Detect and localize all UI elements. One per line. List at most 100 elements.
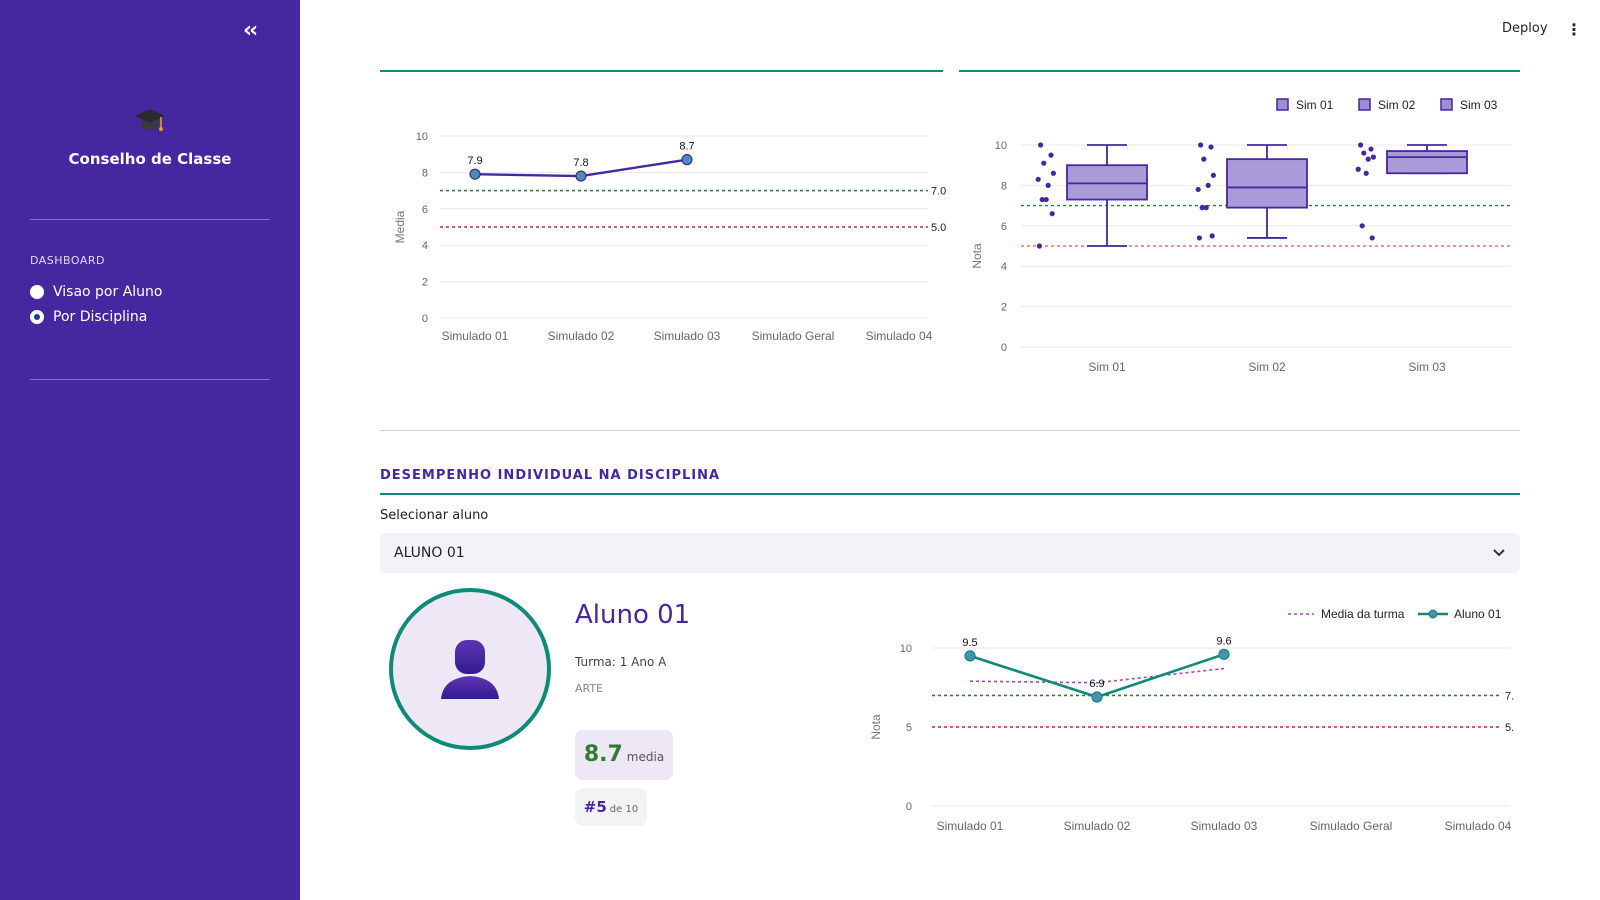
sidebar-divider xyxy=(30,379,270,380)
sidebar: ‹‹ Conselho de Classe DASHBOARD Visao po… xyxy=(0,0,300,900)
legend-label: Sim 03 xyxy=(1460,98,1498,112)
outlier-point xyxy=(1370,154,1376,160)
chart-divider xyxy=(959,70,1520,72)
y-tick-label: 0 xyxy=(422,313,428,325)
app-title: Conselho de Classe xyxy=(68,150,232,168)
outlier-point xyxy=(1049,211,1055,217)
avatar xyxy=(389,588,551,750)
threshold-label: 7.0 xyxy=(931,186,946,198)
threshold-label: 5. xyxy=(1505,722,1514,734)
outlier-point xyxy=(1039,196,1045,203)
data-point xyxy=(469,168,481,180)
outlier-point xyxy=(1209,233,1215,239)
rank-value: #5 xyxy=(583,798,607,816)
outlier-point xyxy=(1050,170,1056,176)
x-tick-label: Simulado 01 xyxy=(442,329,509,343)
outlier-point xyxy=(1203,205,1209,211)
outlier-point xyxy=(1041,160,1047,166)
x-tick-label: Simulado 04 xyxy=(866,329,933,343)
x-tick-label: Simulado 02 xyxy=(1064,819,1131,833)
radio-por-disciplina[interactable]: Por Disciplina xyxy=(30,309,147,325)
y-axis-label: Media xyxy=(393,210,407,243)
chevron-down-icon xyxy=(1493,549,1505,557)
y-tick-label: 2 xyxy=(1001,302,1007,314)
y-tick-label: 0 xyxy=(906,801,912,813)
data-label: 6.9 xyxy=(1089,678,1104,690)
outlier-point xyxy=(1035,176,1041,182)
legend-label: Sim 02 xyxy=(1378,98,1416,112)
y-tick-label: 10 xyxy=(995,140,1007,152)
box xyxy=(1386,150,1468,175)
outlier-point xyxy=(1365,156,1371,162)
main-menu-icon[interactable]: ⋮ xyxy=(1566,20,1582,39)
y-axis-label: Nota xyxy=(970,243,984,269)
outlier-point xyxy=(1359,223,1365,229)
legend-swatch xyxy=(1440,98,1453,111)
y-axis-label: Nota xyxy=(870,714,883,740)
student-line-chart: 0 5 10 Nota 7. 5. Simulado 01 Simulado 02 Simula… xyxy=(870,607,1514,833)
legend-label: Sim 01 xyxy=(1296,98,1334,112)
outlier-point xyxy=(1196,235,1202,241)
threshold-label: 7. xyxy=(1505,690,1514,702)
radio-label: Visao por Aluno xyxy=(53,284,163,300)
legend-swatch xyxy=(1276,98,1289,111)
select-student-label: Selecionar aluno xyxy=(380,508,489,523)
x-tick-label: Simulado 03 xyxy=(654,329,721,343)
outlier-point xyxy=(1199,205,1205,211)
student-subject: ARTE xyxy=(575,682,604,695)
data-point xyxy=(575,170,587,182)
data-label: 9.5 xyxy=(962,637,977,649)
y-tick-label: 6 xyxy=(1001,221,1007,233)
data-label: 9.6 xyxy=(1216,635,1231,647)
outlier-point xyxy=(1198,142,1204,148)
outlier-point xyxy=(1205,182,1211,188)
data-point xyxy=(1218,648,1230,660)
y-tick-label: 10 xyxy=(416,131,428,143)
select-value: ALUNO 01 xyxy=(394,545,465,561)
outlier-point xyxy=(1201,156,1207,162)
y-tick-label: 8 xyxy=(422,167,428,179)
x-tick-label: Simulado 01 xyxy=(937,819,1004,833)
x-tick-label: Sim 01 xyxy=(1088,360,1126,374)
outlier-point xyxy=(1036,243,1042,249)
outlier-point xyxy=(1368,146,1374,152)
rank-label: de 10 xyxy=(609,804,639,815)
radio-label: Por Disciplina xyxy=(53,309,148,325)
y-tick-label: 5 xyxy=(906,722,912,734)
section-divider xyxy=(380,430,1520,431)
collapse-sidebar-icon[interactable]: ‹‹ xyxy=(243,18,258,43)
outlier-point xyxy=(1363,170,1369,176)
outlier-point xyxy=(1210,172,1216,178)
sidebar-divider xyxy=(30,219,270,220)
outlier-point xyxy=(1358,142,1364,148)
y-tick-label: 8 xyxy=(1001,180,1007,192)
outlier-point xyxy=(1195,186,1201,193)
radio-unselected-icon xyxy=(30,285,44,299)
series-line xyxy=(969,667,1225,684)
x-tick-label: Simulado Geral xyxy=(752,329,835,343)
x-tick-label: Sim 03 xyxy=(1408,360,1446,374)
y-tick-label: 4 xyxy=(1001,261,1007,273)
average-value: 8.7 xyxy=(583,742,623,767)
rank-badge: #5 de 10 xyxy=(575,788,647,826)
outlier-point xyxy=(1045,182,1051,188)
radio-visao-por-aluno[interactable]: Visao por Aluno xyxy=(30,284,162,300)
select-student-dropdown[interactable]: ALUNO 01 xyxy=(380,533,1520,573)
data-label: 7.9 xyxy=(467,155,482,167)
sidebar-section-label: DASHBOARD xyxy=(30,254,106,267)
outlier-point xyxy=(1208,144,1214,150)
legend-swatch xyxy=(1358,98,1371,111)
average-badge: 8.7 media xyxy=(575,730,673,780)
x-tick-label: Simulado Geral xyxy=(1310,819,1393,833)
x-tick-label: Sim 02 xyxy=(1248,360,1286,374)
average-label: media xyxy=(626,750,665,764)
outlier-point xyxy=(1361,150,1367,156)
user-icon xyxy=(441,640,499,699)
outlier-point xyxy=(1355,166,1361,172)
x-tick-label: Simulado 04 xyxy=(1445,819,1512,833)
graduation-cap-icon xyxy=(135,109,165,131)
y-tick-label: 10 xyxy=(900,643,912,655)
y-tick-label: 4 xyxy=(422,240,428,252)
x-tick-label: Simulado 03 xyxy=(1191,819,1258,833)
deploy-button[interactable]: Deploy xyxy=(1502,21,1548,36)
